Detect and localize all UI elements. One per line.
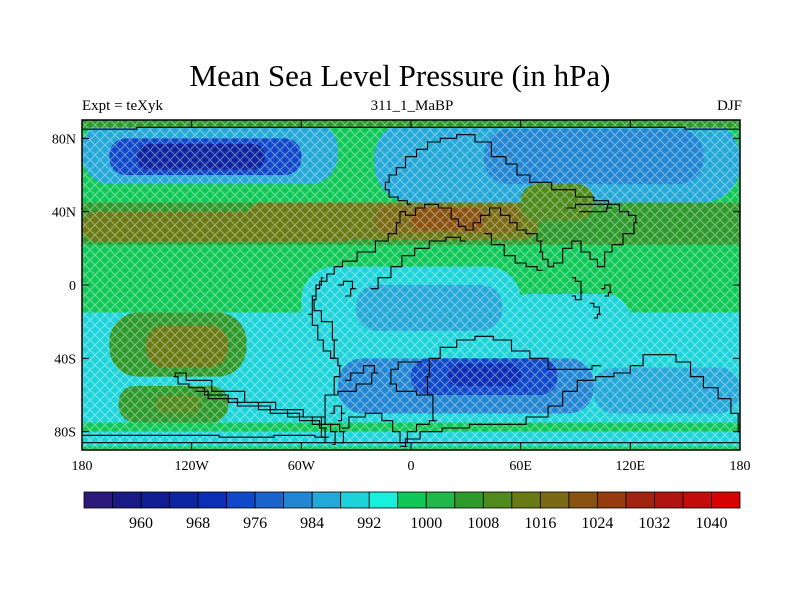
coastlines	[82, 126, 740, 447]
coastline	[590, 302, 602, 319]
x-tick-label: 180	[730, 459, 751, 474]
hatch-overlay	[82, 120, 740, 450]
colorbar-label: 1016	[524, 515, 556, 532]
colorbar-swatch	[425, 491, 456, 509]
colorbar-label: 992	[357, 515, 381, 532]
coastline	[484, 233, 543, 271]
colorbar-swatch	[682, 491, 712, 509]
period-label: 311_1_MaBP	[370, 98, 454, 114]
colorbar-swatch	[539, 491, 570, 509]
colorbar-label: 984	[300, 515, 324, 532]
x-tick-label: 120W	[175, 459, 210, 474]
colorbar-label: 1032	[638, 515, 670, 532]
coastline	[328, 365, 379, 396]
x-tick-label: 180	[72, 459, 93, 474]
coastline	[195, 390, 327, 444]
y-tick-label: 40S	[54, 352, 76, 367]
colorbar-swatch	[283, 491, 313, 509]
colorbar-swatch	[397, 491, 427, 509]
coastline	[173, 372, 346, 446]
coastline	[389, 361, 430, 396]
colorbar-swatch	[596, 491, 627, 509]
colorbar-label: 968	[186, 515, 210, 532]
coastline	[403, 335, 602, 444]
colorbar-swatch	[482, 491, 513, 509]
colorbar-swatch	[112, 491, 142, 509]
coastline	[601, 284, 613, 297]
coastline	[400, 354, 740, 447]
colorbar-swatch	[83, 491, 113, 509]
colorbar-label: 1000	[410, 515, 442, 532]
y-tick-label: 80N	[52, 132, 76, 147]
coastline	[312, 277, 338, 359]
colorbar-swatch	[140, 491, 170, 509]
colorbar: 960 968 976 984 992 1000 1008 1016 1024 1032 1040	[83, 491, 741, 532]
coastline	[82, 126, 740, 130]
colorbar-swatch	[454, 491, 484, 509]
colorbar-swatch	[368, 491, 399, 509]
colorbar-label: 1008	[467, 515, 499, 532]
season-label: DJF	[716, 98, 742, 114]
colorbar-swatch	[568, 491, 598, 509]
coastline	[566, 203, 613, 213]
colorbar-swatch	[197, 491, 228, 509]
chart-title: Mean Sea Level Pressure (in hPa)	[189, 58, 611, 93]
colorbar-swatch	[254, 491, 285, 509]
coastline	[330, 405, 346, 422]
colorbar-label: 976	[243, 515, 267, 532]
colorbar-swatch	[625, 491, 655, 509]
x-tick-label: 0	[408, 459, 415, 474]
x-tick-label: 120E	[616, 459, 646, 474]
colorbar-swatch	[311, 491, 342, 509]
x-tick-label: 60E	[509, 459, 532, 474]
colorbar-swatch	[226, 491, 256, 509]
coastline	[82, 434, 329, 438]
colorbar-swatch	[340, 491, 370, 509]
coastline	[571, 277, 583, 301]
y-tick-label: 40N	[52, 206, 76, 221]
colorbar-swatch	[169, 491, 199, 509]
x-tick-label: 60W	[288, 459, 316, 474]
colorbar-label: 1040	[695, 515, 727, 532]
experiment-label: Expt = teXyk	[82, 98, 163, 114]
colorbar-label: 960	[129, 515, 153, 532]
coastline	[370, 236, 466, 290]
axes: 180 120W 60W 0 60E 120E 180 80N 40N 0 40S 80S	[52, 120, 751, 474]
colorbar-swatch	[711, 491, 741, 509]
y-tick-label: 80S	[54, 426, 76, 441]
colorbar-swatch	[654, 491, 684, 509]
coastline	[337, 280, 357, 297]
colorbar-label: 1024	[581, 515, 613, 532]
coastline	[308, 134, 638, 438]
y-tick-label: 0	[69, 279, 76, 294]
colorbar-swatch	[511, 491, 541, 509]
